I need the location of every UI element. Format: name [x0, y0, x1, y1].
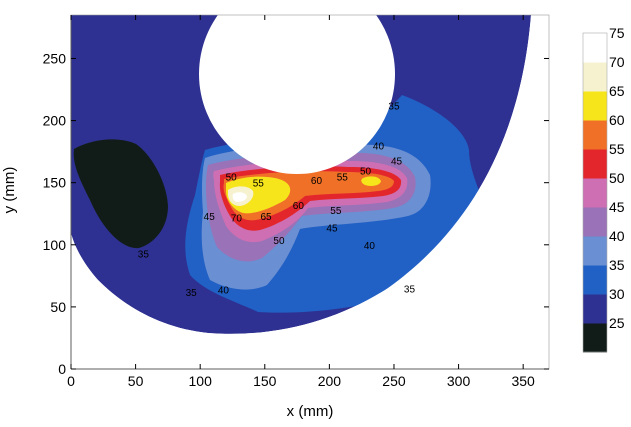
domain-exterior-left	[71, 15, 549, 369]
colorbar-band	[583, 62, 607, 92]
contour-label: 60	[311, 176, 323, 187]
colorbar: 25 30 35 40 45 50 55 60 65 70 75	[582, 25, 625, 353]
hole-circle	[199, 15, 395, 174]
x-tick-label: 150	[253, 373, 277, 389]
contour-label: 65	[261, 212, 273, 223]
y-tick-label: 100	[43, 237, 67, 253]
y-axis-label: y (mm)	[1, 167, 18, 214]
contour-label: 45	[204, 212, 216, 223]
contour-label: 40	[364, 241, 376, 252]
colorbar-label: 60	[609, 112, 625, 128]
contour-label: 35	[404, 284, 416, 295]
contour-label: 50	[226, 172, 238, 183]
colorbar-label: 50	[609, 170, 625, 186]
contour-label: 40	[373, 141, 385, 152]
colorbar-label: 35	[609, 257, 625, 273]
contour-label: 55	[337, 172, 349, 183]
contour-label: 50	[360, 166, 372, 177]
colorbar-band	[583, 323, 607, 353]
contour-label: 45	[326, 223, 338, 234]
contour-fill-65-small	[361, 176, 381, 186]
colorbar-label: 75	[609, 25, 625, 41]
x-tick-label: 50	[128, 373, 144, 389]
colorbar-label: 45	[609, 199, 625, 215]
colorbar-band	[583, 207, 607, 237]
x-ticks: 0 50 100 150 200 250 300 350	[67, 15, 535, 389]
x-axis-label: x (mm)	[287, 403, 334, 420]
colorbar-label: 70	[609, 54, 625, 70]
contour-label: 35	[138, 249, 150, 260]
x-tick-label: 250	[382, 373, 406, 389]
contour-label: 45	[391, 156, 403, 167]
contour-labels: 35 40 45 50 55 60 50 55 45 70 65 60 55 50 45 40 40 35 35 35	[138, 102, 416, 299]
colorbar-label: 55	[609, 141, 625, 157]
contour-label: 50	[273, 236, 285, 247]
y-tick-label: 250	[43, 50, 67, 66]
x-tick-label: 350	[511, 373, 535, 389]
contour-label: 70	[231, 213, 243, 224]
colorbar-band	[583, 91, 607, 121]
contour-label: 40	[218, 286, 230, 297]
colorbar-band	[583, 149, 607, 179]
contour-label: 35	[186, 288, 198, 299]
y-ticks: 0 50 100 150 200 250	[43, 50, 549, 377]
colorbar-label: 30	[609, 286, 625, 302]
contour-label: 35	[388, 102, 400, 113]
colorbar-band	[583, 178, 607, 208]
colorbar-label: 25	[609, 315, 625, 331]
colorbar-band	[583, 120, 607, 150]
y-tick-label: 0	[58, 361, 66, 377]
colorbar-band	[583, 265, 607, 295]
colorbar-frame	[582, 32, 608, 353]
plot-frame	[70, 14, 550, 370]
x-tick-label: 200	[318, 373, 342, 389]
y-tick-label: 200	[43, 113, 67, 129]
contour-fill-75	[232, 192, 247, 202]
x-tick-label: 100	[189, 373, 213, 389]
contour-label: 60	[293, 201, 305, 212]
colorbar-label: 65	[609, 83, 625, 99]
y-tick-label: 150	[43, 175, 67, 191]
colorbar-label: 40	[609, 228, 625, 244]
contour-label: 55	[253, 179, 265, 190]
contour-fill-25	[73, 139, 168, 249]
colorbar-band	[583, 294, 607, 324]
colorbar-band	[583, 236, 607, 266]
contour-label: 55	[330, 206, 342, 217]
y-tick-label: 50	[50, 299, 66, 315]
x-tick-label: 0	[67, 373, 75, 389]
x-tick-label: 300	[447, 373, 471, 389]
colorbar-band	[583, 33, 607, 63]
